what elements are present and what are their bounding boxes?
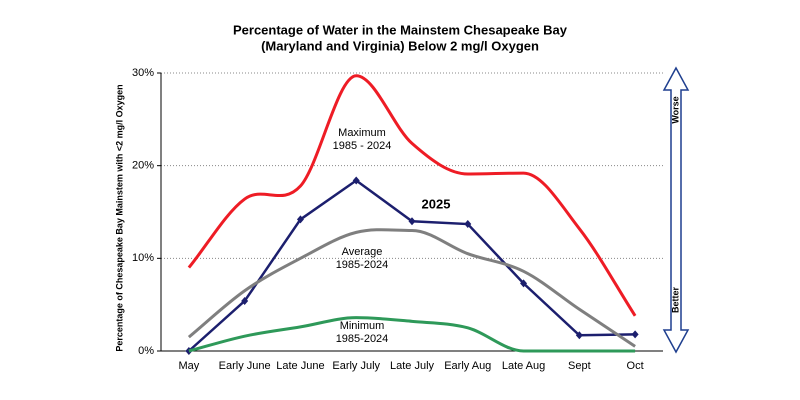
data-point (296, 215, 304, 224)
x-tick-label: Oct (627, 360, 644, 372)
chart-title: Percentage of Water in the Mainstem Ches… (233, 22, 568, 37)
data-point (631, 330, 639, 339)
x-tick-label: Late Aug (502, 360, 545, 372)
x-tick-label: Early July (332, 360, 380, 372)
series-label: 1985-2024 (336, 333, 389, 345)
data-point (520, 279, 528, 288)
x-tick-label: Early Aug (444, 360, 491, 372)
y-tick-label: 0% (138, 345, 154, 357)
series-line (187, 74, 637, 317)
y-tick-label: 10% (132, 252, 154, 264)
data-point (575, 331, 583, 340)
x-tick-label: Sept (568, 360, 591, 372)
x-tick-label: Late June (276, 360, 324, 372)
x-tick-label: Late July (390, 360, 435, 372)
series-label: Maximum (338, 127, 386, 139)
series-line (187, 228, 636, 348)
y-tick-label: 20% (132, 160, 154, 172)
data-point (408, 217, 416, 226)
data-point (464, 220, 472, 229)
data-point (352, 176, 360, 185)
series-line (188, 316, 636, 353)
arrow-label: Better (670, 287, 680, 314)
x-tick-label: Early June (219, 360, 271, 372)
direction-arrow (662, 66, 690, 354)
series-label: Minimum (340, 320, 385, 332)
series-label: Average (342, 246, 383, 258)
series-label: 2025 (422, 196, 451, 211)
y-tick-label: 30% (132, 67, 154, 79)
arrow-label: Worse (670, 96, 680, 123)
chart-title: (Maryland and Virginia) Below 2 mg/l Oxy… (261, 38, 539, 53)
series-label: 1985-2024 (336, 259, 389, 271)
series-line (188, 178, 636, 352)
x-tick-label: May (178, 360, 199, 372)
series-label: 1985 - 2024 (333, 140, 392, 152)
data-point (241, 296, 249, 305)
y-axis-label: Percentage of Chesapeake Bay Mainstem wi… (114, 84, 124, 351)
